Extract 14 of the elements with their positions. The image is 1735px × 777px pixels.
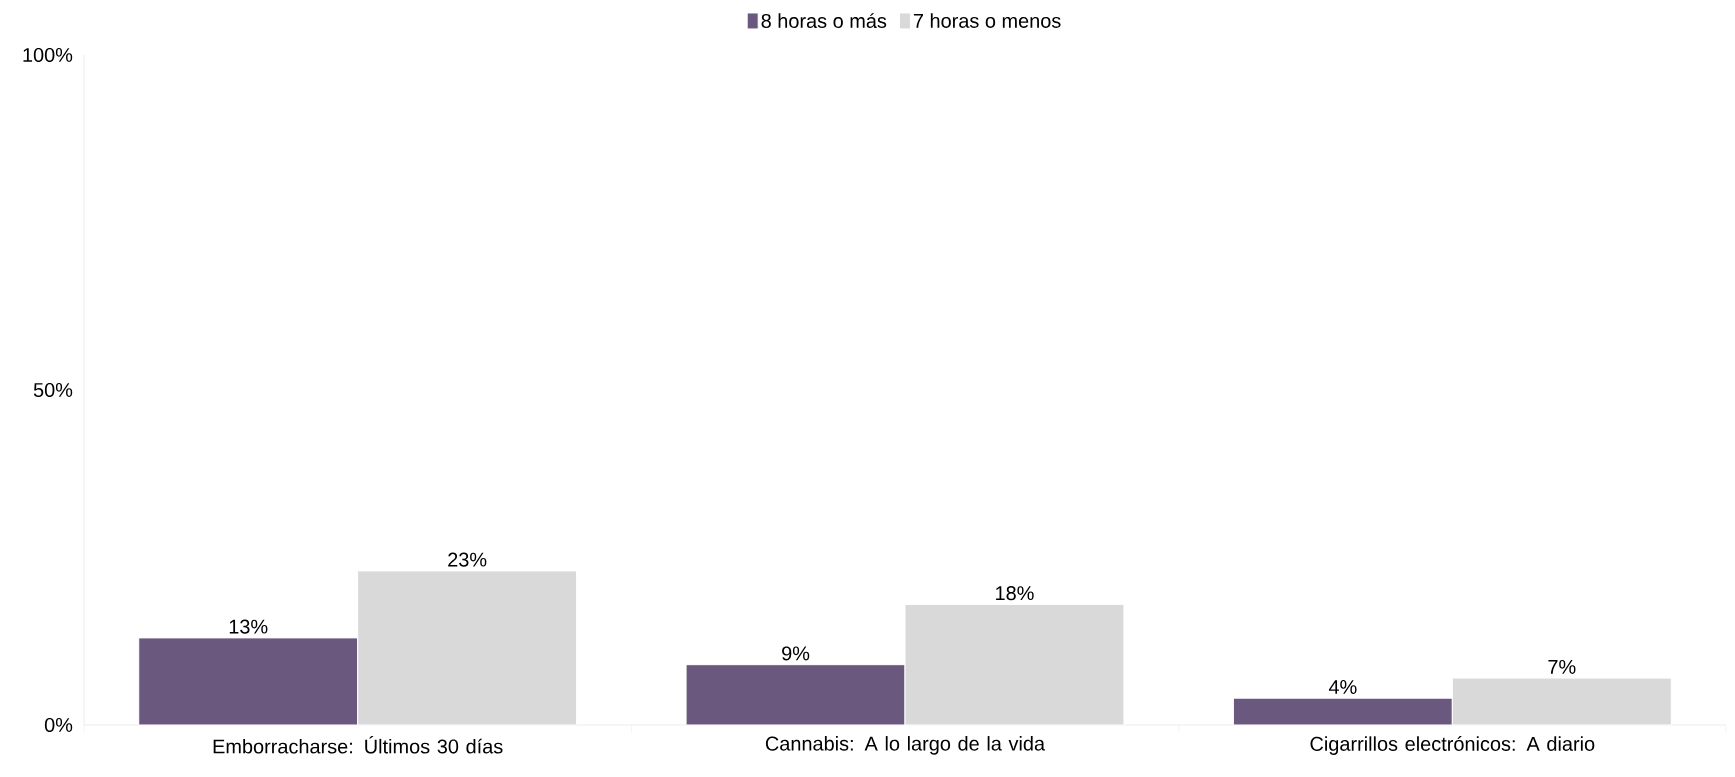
y-tick-label: 0%	[44, 717, 73, 733]
data-label: 7%	[1548, 659, 1576, 674]
data-label: 9%	[782, 646, 810, 661]
x-tick-label: Cannabis: A lo largo de la vida	[765, 736, 1046, 755]
legend-label: 7 horas o menos	[913, 13, 1061, 28]
data-label: 23%	[448, 552, 487, 567]
y-tick-label: 100%	[23, 47, 73, 63]
y-tick-label: 50%	[33, 382, 73, 398]
data-label: 13%	[229, 619, 268, 634]
data-label: 4%	[1328, 680, 1357, 694]
x-tick-label: Cigarrillos electrónicos: A diario	[1310, 736, 1595, 755]
data-label: 18%	[996, 586, 1034, 601]
legend-label: 8 horas o más	[761, 13, 887, 28]
x-tick-label: Emborracharse: Últimos 30 días	[213, 736, 503, 754]
